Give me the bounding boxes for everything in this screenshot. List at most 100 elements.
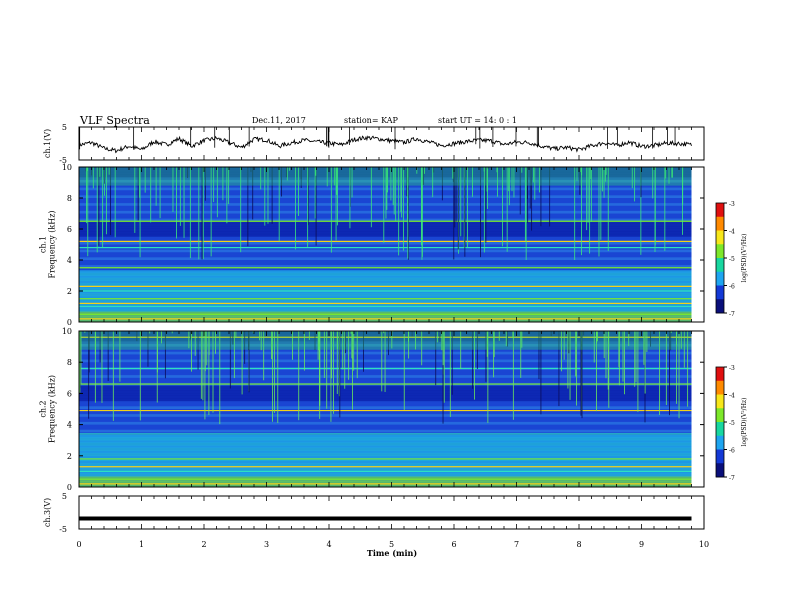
spectrogram-row xyxy=(79,406,692,409)
spectrogram-row xyxy=(79,270,692,273)
spectrogram-row xyxy=(79,311,692,315)
spectrogram-row xyxy=(79,403,692,407)
spectrogram-row xyxy=(79,166,692,170)
spectrogram-row xyxy=(79,468,692,472)
spectrogram-row xyxy=(79,288,692,291)
colorbar-segment xyxy=(716,435,724,450)
spectrogram-row xyxy=(79,249,692,253)
spectrogram-row xyxy=(79,301,692,304)
colorbar-segment xyxy=(716,408,724,423)
spectrogram-row xyxy=(79,171,692,175)
spectrogram-row xyxy=(79,293,692,297)
spectrogram-row xyxy=(79,395,692,399)
spectrogram-row xyxy=(79,313,692,317)
spectrogram-row xyxy=(79,205,692,209)
colorbar-label: log(PSD)(V²/Hz) xyxy=(741,234,748,283)
spectrogram-row xyxy=(79,244,692,248)
colorbar-segment xyxy=(716,216,724,231)
spectrogram-row xyxy=(79,257,692,260)
x-tick-label: 4 xyxy=(326,540,331,549)
colorbar-segment xyxy=(716,367,724,382)
y-tick-label: 0 xyxy=(67,318,72,327)
spectrogram-row xyxy=(79,239,692,242)
spectrogram-row xyxy=(79,426,692,430)
ch1-colorbar: -3 -4 -5 -6 -7 log(PSD)(V²/Hz) xyxy=(715,201,748,318)
spectrogram-row xyxy=(79,280,692,284)
colorbar-segment xyxy=(716,258,724,273)
spectrogram-row xyxy=(79,231,692,235)
y-axis-label: ch.1Frequency (kHz) xyxy=(39,210,57,278)
colorbar-segment xyxy=(716,380,724,395)
spectrogram-row xyxy=(79,210,692,214)
spectrogram-row xyxy=(79,215,692,219)
colorbar-tick-label: -6 xyxy=(729,448,735,455)
spectrogram-row xyxy=(79,233,692,237)
spectrogram-row xyxy=(79,465,692,469)
spectrogram-row xyxy=(79,298,692,302)
colorbar-tick-label: -7 xyxy=(729,475,735,482)
spectrogram-row xyxy=(79,200,692,204)
spectrogram-row xyxy=(79,442,692,446)
spectrogram-row xyxy=(79,437,692,441)
spectrogram-row xyxy=(79,262,692,266)
spectrogram-row xyxy=(79,285,692,289)
start-time-label: start UT = 14: 0 : 1 xyxy=(438,116,517,125)
y-axis-label: ch.2Frequency (kHz) xyxy=(39,375,57,443)
spectrogram-row xyxy=(79,411,692,415)
spectrogram-row xyxy=(79,319,692,322)
spectrogram-row xyxy=(79,434,692,438)
spectrogram-row xyxy=(79,400,692,404)
time-axis: 0 1 2 3 4 5 6 7 8 9 10 xyxy=(76,540,709,549)
spectrogram-row xyxy=(79,484,692,487)
y-tick-label: -5 xyxy=(59,525,67,534)
y-tick-label: 4 xyxy=(67,256,72,265)
spectrogram-row xyxy=(79,241,692,245)
x-tick-label: 2 xyxy=(201,540,206,549)
spectrogram-row xyxy=(79,471,692,474)
x-tick-label: 6 xyxy=(451,540,456,549)
spectrogram-row xyxy=(79,306,692,310)
spectrogram-row xyxy=(79,290,692,294)
high-band-fill xyxy=(79,331,692,350)
y-tick-label: 8 xyxy=(67,358,72,367)
colorbar-segment xyxy=(716,463,724,478)
y-axis-label: ch.1(V) xyxy=(43,129,52,158)
colorbar-segment xyxy=(716,244,724,259)
figure-title: VLF Spectra xyxy=(79,114,150,127)
spectrogram-row xyxy=(79,223,692,227)
spectrogram-row xyxy=(79,254,692,258)
y-tick-label: 6 xyxy=(67,225,72,234)
spectrogram-row xyxy=(79,264,692,268)
spectrogram-row xyxy=(79,195,692,198)
spectrogram-row xyxy=(79,393,692,396)
spectrogram-row xyxy=(79,455,692,459)
spectrogram-row xyxy=(79,259,692,263)
spectrogram-row xyxy=(79,463,692,467)
spectrogram-row xyxy=(79,267,692,271)
ch3-waveform-panel: 5 -5 ch.3(V) xyxy=(43,492,705,534)
x-tick-label: 3 xyxy=(264,540,269,549)
spectrogram-row xyxy=(79,316,692,320)
spectrogram-row xyxy=(79,473,692,477)
spectrogram-row xyxy=(79,182,692,186)
spectrogram-row xyxy=(79,458,692,461)
spectrogram-row xyxy=(79,295,692,299)
spectrogram-row xyxy=(79,236,692,240)
spectrogram-row xyxy=(79,202,692,206)
spectrogram-row xyxy=(79,460,692,464)
y-tick-label: 4 xyxy=(67,421,72,430)
y-tick-label: 5 xyxy=(62,123,67,132)
spectrogram-row xyxy=(79,213,692,217)
spectrogram-row xyxy=(79,275,692,279)
y-tick-label: 8 xyxy=(67,194,72,203)
spectrogram-row xyxy=(79,476,692,480)
colorbar-segment xyxy=(716,299,724,314)
y-tick-label: 10 xyxy=(62,327,72,336)
y-axis-label: ch.3(V) xyxy=(43,498,52,527)
spectrogram-row xyxy=(79,429,692,433)
spectrogram-row xyxy=(79,208,692,211)
spectrogram-row xyxy=(79,413,692,417)
colorbar-segment xyxy=(716,422,724,437)
x-tick-label: 5 xyxy=(389,540,394,549)
colorbar-tick-label: -5 xyxy=(729,420,735,427)
